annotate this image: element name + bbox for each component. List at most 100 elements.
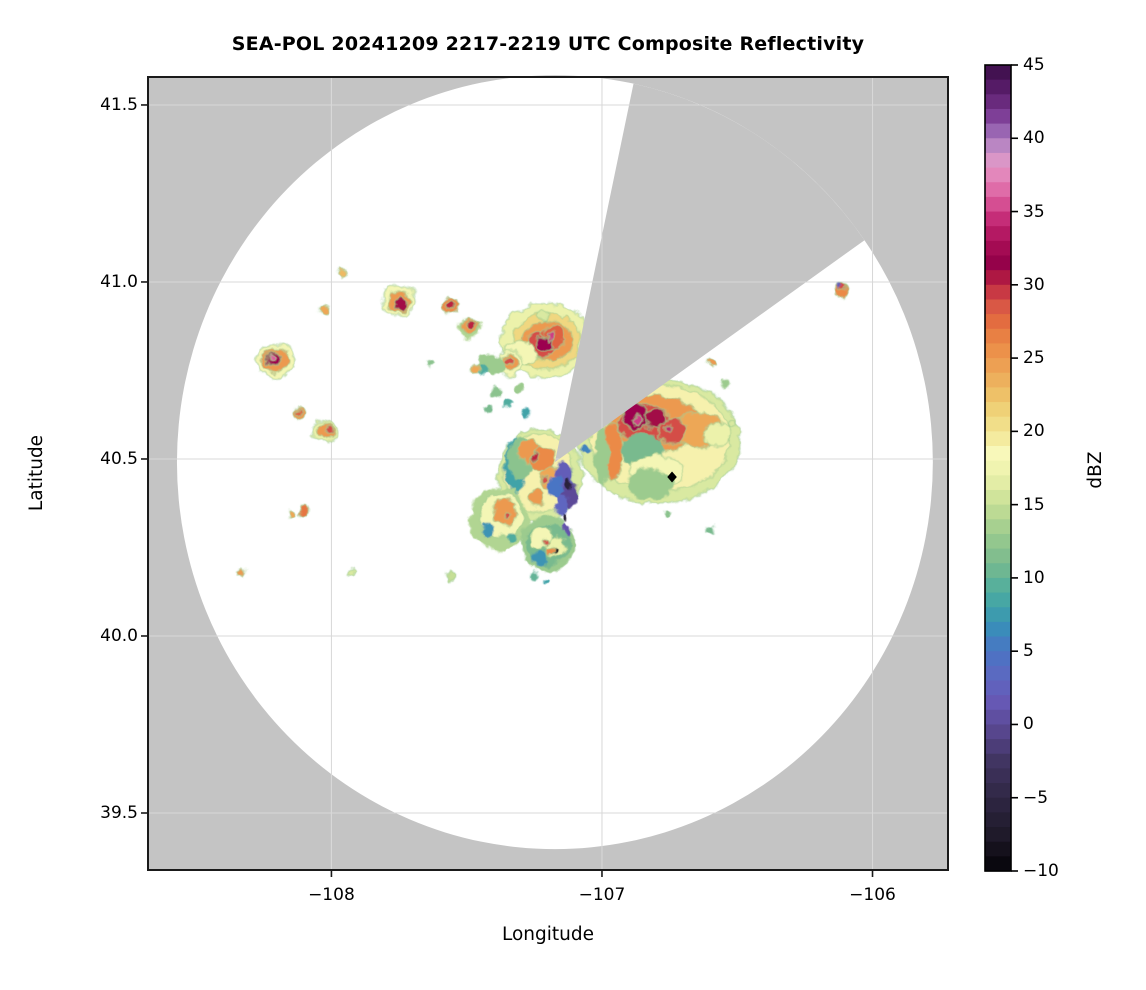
colorbar-step (985, 577, 1011, 594)
echo-cell (727, 419, 736, 428)
colorbar-step (985, 592, 1011, 608)
echo-cell (530, 451, 539, 460)
echo-cell (707, 356, 718, 368)
echo-cell (296, 407, 303, 415)
echo-cell (503, 509, 512, 519)
echo-cell (542, 538, 549, 546)
colorbar-step (985, 651, 1011, 667)
echo-cell (838, 283, 843, 288)
colorbar-step (985, 533, 1011, 550)
colorbar-step (985, 270, 1011, 286)
echo-cell (444, 300, 455, 312)
echo-cell (658, 418, 686, 445)
colorbar-tick-label: 25 (1023, 348, 1045, 369)
echo-cell (530, 571, 539, 580)
x-tick-label: −106 (849, 885, 896, 905)
colorbar-step (985, 489, 1011, 506)
page-title: SEA-POL 20241209 2217-2219 UTC Composite… (231, 33, 865, 55)
colorbar-step (985, 475, 1011, 491)
no-data-outside-range (148, 75, 948, 870)
colorbar-step (985, 372, 1011, 388)
echo-cell (632, 414, 642, 426)
colorbar-step (985, 812, 1011, 828)
colorbar-tick-label: 0 (1023, 714, 1034, 735)
colorbar-step (985, 519, 1011, 535)
echo-cell (346, 567, 355, 576)
colorbar-step (985, 196, 1011, 213)
colorbar-step (985, 167, 1011, 183)
echo-cell (595, 421, 609, 486)
colorbar-step (985, 856, 1011, 872)
echo-cell (426, 360, 433, 366)
colorbar-step (985, 255, 1011, 271)
colorbar-tick-label: 45 (1023, 55, 1045, 75)
colorbar-step (985, 621, 1011, 638)
echo-cell (319, 304, 331, 316)
colorbar-step (985, 753, 1011, 770)
colorbar-step (985, 284, 1011, 301)
x-axis-label: Longitude (501, 924, 594, 945)
echo-cell (549, 476, 563, 499)
colorbar-tick-label: 20 (1023, 421, 1045, 442)
colorbar-step (985, 416, 1011, 432)
echo-cell (563, 522, 571, 537)
echo-cell (721, 380, 730, 389)
y-tick-label: 41.0 (100, 271, 138, 292)
echo-cell (546, 331, 555, 341)
echo-cell (541, 476, 550, 485)
echo-cell (286, 510, 296, 520)
echo-cell (446, 571, 456, 581)
echo-cell (297, 503, 310, 517)
echo-cell (484, 405, 492, 413)
colorbar-step (985, 299, 1011, 315)
colorbar-step (985, 328, 1011, 345)
colorbar-step (985, 446, 1011, 462)
echo-cell (504, 356, 515, 367)
colorbar-step (985, 211, 1011, 227)
colorbar-step (985, 783, 1011, 799)
colorbar-step (985, 827, 1011, 843)
y-tick-label: 40.5 (100, 448, 138, 469)
colorbar-step (985, 226, 1011, 242)
colorbar-tick-label: −5 (1023, 787, 1049, 808)
colorbar-step (985, 636, 1011, 652)
colorbar-step (985, 123, 1011, 139)
y-tick-label: 41.5 (100, 94, 138, 115)
colorbar-step (985, 460, 1011, 476)
echo-cell (703, 421, 731, 447)
echo-cell (268, 353, 276, 361)
colorbar-step (985, 607, 1011, 623)
echo-cell (554, 494, 569, 516)
colorbar-step (985, 358, 1011, 374)
colorbar-step (985, 841, 1011, 857)
colorbar-step (985, 152, 1011, 169)
echo-cell (491, 386, 502, 397)
colorbar-step (985, 108, 1011, 125)
echo-cell (538, 310, 550, 321)
colorbar (984, 64, 1018, 872)
echo-cell (470, 364, 481, 375)
echo-cell (626, 468, 675, 499)
colorbar-step (985, 797, 1011, 813)
colorbar-step (985, 314, 1011, 330)
echo-cell (705, 525, 715, 534)
y-tick-label: 40.0 (100, 625, 138, 646)
colorbar-tick-label: 5 (1023, 641, 1034, 662)
colorbar-step (985, 504, 1011, 520)
colorbar-step (985, 65, 1011, 81)
echo-cell (565, 479, 572, 489)
echo-cell (514, 384, 523, 393)
colorbar-step (985, 431, 1011, 447)
colorbar-step (985, 680, 1011, 696)
echo-cell (521, 408, 531, 418)
colorbar-tick-label: −10 (1023, 861, 1059, 881)
colorbar-tick-label: 10 (1023, 567, 1045, 588)
y-tick-label: 39.5 (100, 803, 138, 823)
echo-cell (553, 548, 559, 556)
no-data-blocked-sector (554, 83, 865, 463)
echo-cell (465, 320, 477, 331)
colorbar-step (985, 79, 1011, 95)
echo-cell (482, 522, 494, 537)
